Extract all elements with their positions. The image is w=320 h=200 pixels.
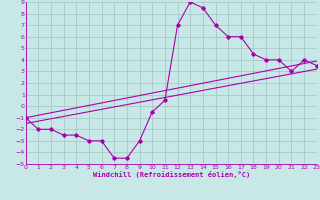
X-axis label: Windchill (Refroidissement éolien,°C): Windchill (Refroidissement éolien,°C) [92,171,250,178]
